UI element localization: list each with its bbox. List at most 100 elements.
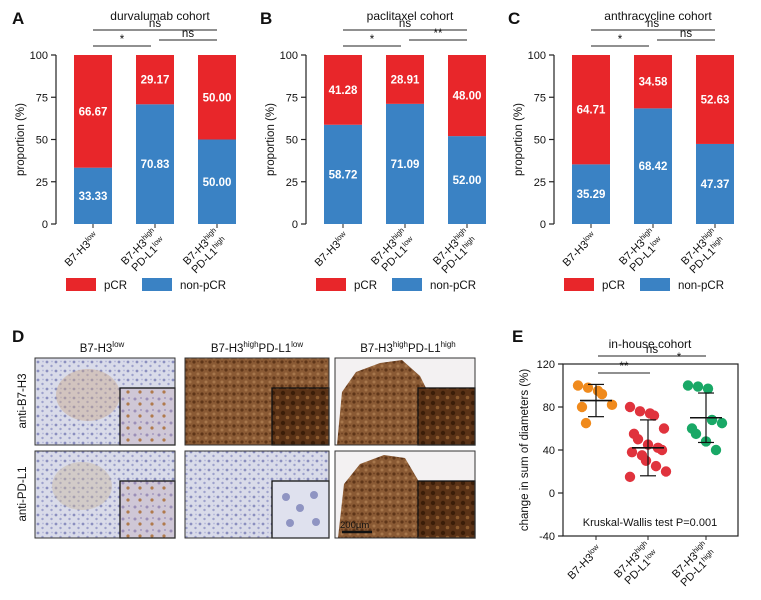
legend-label-nonpcr: non-pCR bbox=[180, 280, 226, 292]
data-point bbox=[626, 446, 638, 458]
ihc-image-r1c1 bbox=[34, 357, 176, 446]
bar-nonpcr bbox=[74, 167, 112, 224]
bar-pcr bbox=[324, 55, 362, 125]
ihc-panel: B7-H3low B7-H3highPD-L1low B7-H3highPD-L… bbox=[17, 340, 476, 539]
x-tick-label: B7-H3highPD-L1high bbox=[180, 226, 230, 276]
y-tick-label: 80 bbox=[543, 402, 555, 414]
y-tick-label: 100 bbox=[280, 50, 298, 62]
data-point bbox=[596, 388, 608, 400]
bar-nonpcr bbox=[448, 136, 486, 224]
data-label-pcr: 29.17 bbox=[141, 75, 170, 87]
data-point bbox=[582, 382, 594, 393]
significance-label: ns bbox=[182, 28, 194, 40]
data-point bbox=[710, 444, 722, 456]
legend-label-pcr: pCR bbox=[104, 280, 127, 292]
significance-label: * bbox=[120, 34, 125, 46]
legend-swatch-pcr bbox=[564, 278, 594, 291]
bar-nonpcr bbox=[136, 104, 174, 224]
ihc-inset bbox=[271, 387, 330, 446]
data-label-nonpcr: 68.42 bbox=[639, 161, 668, 173]
chart-anthracycline: anthracycline cohort proportion (%) 0 25 50 7… bbox=[513, 9, 734, 276]
data-label-pcr: 64.71 bbox=[577, 105, 606, 117]
data-label-pcr: 28.91 bbox=[391, 74, 420, 86]
bar-pcr bbox=[448, 55, 486, 137]
bar-nonpcr bbox=[634, 108, 672, 224]
data-point bbox=[682, 380, 694, 391]
bar-pcr bbox=[634, 55, 672, 109]
data-point bbox=[706, 414, 718, 426]
panel-letter-b: B bbox=[260, 9, 272, 28]
data-label-pcr: 48.00 bbox=[453, 91, 482, 103]
significance-label: ns bbox=[149, 18, 161, 30]
data-point bbox=[632, 434, 644, 445]
data-point bbox=[692, 381, 704, 392]
chart-title: paclitaxel cohort bbox=[367, 9, 454, 23]
data-label-pcr: 34.58 bbox=[639, 77, 668, 89]
data-label-nonpcr: 70.83 bbox=[141, 159, 170, 171]
chart-inhouse: in-house cohort change in sum of diameter… bbox=[519, 337, 739, 589]
y-tick-label: 75 bbox=[534, 92, 546, 104]
legend-swatch-pcr bbox=[316, 278, 346, 291]
data-point bbox=[580, 417, 592, 429]
y-tick-label: 0 bbox=[540, 219, 546, 231]
bar-pcr bbox=[386, 55, 424, 104]
chart-title: anthracycline cohort bbox=[604, 9, 712, 23]
test-annotation: Kruskal-Wallis test P=0.001 bbox=[583, 517, 717, 529]
y-tick-label: 25 bbox=[534, 177, 546, 189]
y-axis-label: change in sum of diameters (%) bbox=[519, 369, 531, 532]
legends: pCR non-pCR pCR non-pCR pCR non-pCR bbox=[66, 278, 724, 292]
data-point bbox=[650, 460, 662, 472]
x-tick-label: B7-H3highPD-L1high bbox=[669, 539, 719, 589]
y-tick-label: 0 bbox=[292, 219, 298, 231]
ihc-row2-label: anti-PD-L1 bbox=[17, 467, 29, 522]
panel-letter-a: A bbox=[12, 9, 24, 28]
data-label-nonpcr: 52.00 bbox=[453, 175, 482, 187]
x-tick-label: B7-H3highPD-L1low bbox=[616, 225, 667, 276]
data-point bbox=[572, 380, 584, 391]
bar-nonpcr bbox=[572, 164, 610, 224]
data-label-pcr: 50.00 bbox=[203, 92, 232, 104]
ihc-inset bbox=[417, 480, 476, 539]
ihc-col3-label: B7-H3highPD-L1high bbox=[360, 340, 455, 355]
legend-label-nonpcr: non-pCR bbox=[430, 280, 476, 292]
bar-nonpcr bbox=[696, 143, 734, 224]
ihc-inset bbox=[119, 480, 176, 539]
x-tick-label: B7-H3highPD-L1low bbox=[611, 538, 662, 589]
y-tick-label: 75 bbox=[286, 92, 298, 104]
significance-label: ** bbox=[620, 361, 629, 373]
significance-label: ns bbox=[646, 344, 658, 356]
data-point bbox=[716, 417, 728, 429]
bar-pcr bbox=[572, 55, 610, 165]
x-tick-label: B7-H3low bbox=[311, 229, 351, 269]
data-label-pcr: 66.67 bbox=[79, 106, 108, 118]
y-tick-label: 100 bbox=[30, 50, 48, 62]
significance-label: * bbox=[370, 34, 375, 46]
y-axis-label: proportion (%) bbox=[15, 103, 27, 176]
data-point bbox=[606, 399, 618, 411]
significance-label: * bbox=[677, 352, 682, 364]
y-tick-label: 50 bbox=[286, 135, 298, 147]
x-tick-label: B7-H3low bbox=[61, 229, 101, 269]
chart-title: in-house cohort bbox=[609, 337, 692, 351]
x-tick-label: B7-H3highPD-L1high bbox=[678, 226, 728, 276]
y-tick-label: 50 bbox=[534, 135, 546, 147]
bar-nonpcr bbox=[386, 103, 424, 224]
panel-letter-e: E bbox=[512, 327, 523, 346]
data-point bbox=[624, 401, 636, 413]
data-point bbox=[656, 444, 668, 456]
y-tick-label: 100 bbox=[528, 50, 546, 62]
bar-pcr bbox=[74, 55, 112, 168]
ihc-image-r1c2 bbox=[184, 357, 330, 446]
panel-letter-d: D bbox=[12, 327, 24, 346]
bar-pcr bbox=[136, 55, 174, 105]
ihc-col1-label: B7-H3low bbox=[80, 340, 125, 355]
bar-pcr bbox=[198, 55, 236, 140]
data-label-nonpcr: 71.09 bbox=[391, 159, 420, 171]
y-tick-label: 40 bbox=[543, 445, 555, 457]
significance-label: ns bbox=[680, 28, 692, 40]
bar-nonpcr bbox=[198, 139, 236, 224]
chart-title: durvalumab cohort bbox=[110, 9, 210, 23]
data-label-nonpcr: 47.37 bbox=[701, 179, 730, 191]
legend-label-pcr: pCR bbox=[354, 280, 377, 292]
